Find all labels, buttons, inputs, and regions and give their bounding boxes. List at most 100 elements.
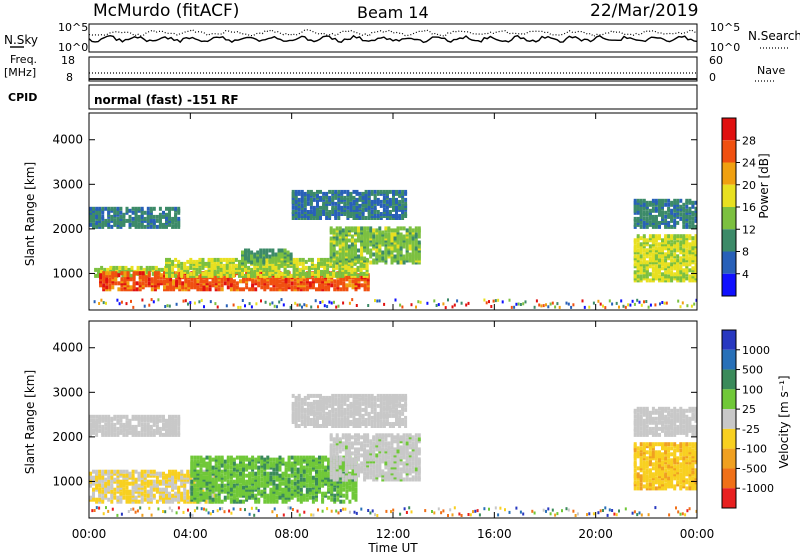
- velocity-cell: [324, 465, 328, 470]
- power-cell: [131, 206, 135, 211]
- power-cell: [667, 198, 671, 203]
- velocity-cell: [245, 463, 249, 468]
- power-cell: [679, 216, 683, 221]
- velocity-cell: [315, 485, 318, 490]
- power-cell: [103, 267, 107, 272]
- velocity-cell: [387, 441, 391, 446]
- velocity-cell: [174, 485, 178, 490]
- velocity-cell: [235, 497, 239, 502]
- power-cell: [355, 205, 359, 210]
- power-cell-noise: [488, 300, 490, 304]
- power-cell: [223, 275, 227, 280]
- power-cell: [417, 240, 421, 245]
- power-cell: [196, 285, 200, 290]
- velocity-cell: [101, 495, 105, 500]
- velocity-cell: [381, 433, 385, 438]
- power-cell-noise: [519, 303, 522, 306]
- power-cell: [682, 214, 686, 219]
- power-cell: [108, 271, 112, 276]
- power-cell: [685, 262, 689, 267]
- power-cell-noise: [280, 298, 283, 302]
- velocity-cell: [387, 445, 391, 450]
- velocity-cell: [293, 485, 297, 490]
- power-cell: [346, 197, 350, 202]
- power-cell: [345, 275, 349, 280]
- velocity-cell: [89, 475, 92, 480]
- power-cell: [97, 267, 101, 272]
- velocity-cell: [354, 457, 357, 462]
- power-cell: [354, 238, 357, 243]
- power-cell: [229, 277, 233, 282]
- power-cell: [685, 248, 689, 253]
- power-cell: [119, 210, 123, 215]
- power-cell: [247, 248, 251, 253]
- velocity-cell: [101, 483, 105, 488]
- power-cell: [694, 272, 698, 277]
- power-cell: [355, 210, 359, 214]
- velocity-cell: [408, 457, 412, 462]
- power-cell: [685, 204, 689, 209]
- velocity-cell: [155, 414, 159, 419]
- power-cell: [340, 210, 344, 214]
- power-cell: [370, 210, 374, 214]
- power-cell: [231, 263, 235, 268]
- power-cell: [396, 244, 400, 249]
- velocity-cell: [128, 489, 132, 494]
- velocity-cell: [260, 489, 264, 494]
- velocity-cell: [211, 469, 215, 474]
- velocity-cell: [202, 471, 206, 476]
- velocity-cell: [332, 477, 336, 482]
- power-cell-noise: [451, 305, 454, 309]
- velocity-cell: [290, 469, 294, 474]
- velocity-cell: [116, 414, 120, 419]
- velocity-cell: [375, 473, 379, 478]
- power-cell: [384, 226, 388, 231]
- velocity-cell: [226, 463, 230, 468]
- power-cell: [642, 252, 646, 257]
- power-cell: [404, 201, 408, 206]
- power-cell: [405, 228, 409, 233]
- power-cell: [392, 214, 395, 218]
- velocity-cell: [284, 461, 288, 466]
- velocity-cell: [266, 463, 270, 468]
- velocity-cell: [384, 433, 388, 438]
- power-cell: [359, 267, 363, 272]
- velocity-cell: [272, 467, 276, 472]
- velocity-cell: [217, 469, 221, 474]
- power-cell-noise: [545, 303, 547, 307]
- power-cell-noise: [437, 303, 440, 307]
- power-cell: [322, 201, 326, 206]
- velocity-cell: [308, 459, 312, 464]
- velocity-cell: [311, 499, 315, 504]
- power-cell: [199, 277, 203, 282]
- velocity-cell: [375, 463, 379, 468]
- power-cell: [349, 191, 353, 196]
- velocity-cell: [125, 481, 129, 486]
- power-cell: [679, 264, 683, 269]
- velocity-cell: [140, 432, 144, 437]
- power-cell: [654, 274, 658, 279]
- velocity-cell: [327, 495, 331, 500]
- velocity-cell: [302, 493, 306, 498]
- power-cell: [332, 246, 336, 251]
- power-cell: [670, 234, 674, 239]
- velocity-cell: [315, 457, 318, 462]
- velocity-cell: [101, 414, 105, 419]
- velocity-cell: [171, 422, 175, 427]
- power-cell: [180, 265, 184, 270]
- nave-min: 0: [709, 71, 716, 84]
- velocity-cell: [402, 441, 406, 446]
- power-cell: [402, 226, 406, 231]
- velocity-cell: [278, 455, 282, 460]
- power-cell: [388, 197, 392, 202]
- power-cell: [384, 232, 388, 237]
- velocity-cell: [162, 414, 165, 419]
- velocity-cell: [107, 422, 111, 427]
- power-cell: [278, 279, 282, 284]
- power-cell: [408, 244, 412, 249]
- power-cell: [658, 220, 661, 225]
- velocity-cell: [257, 475, 261, 480]
- freq-max: 18: [61, 54, 75, 67]
- power-cell-noise: [303, 303, 306, 307]
